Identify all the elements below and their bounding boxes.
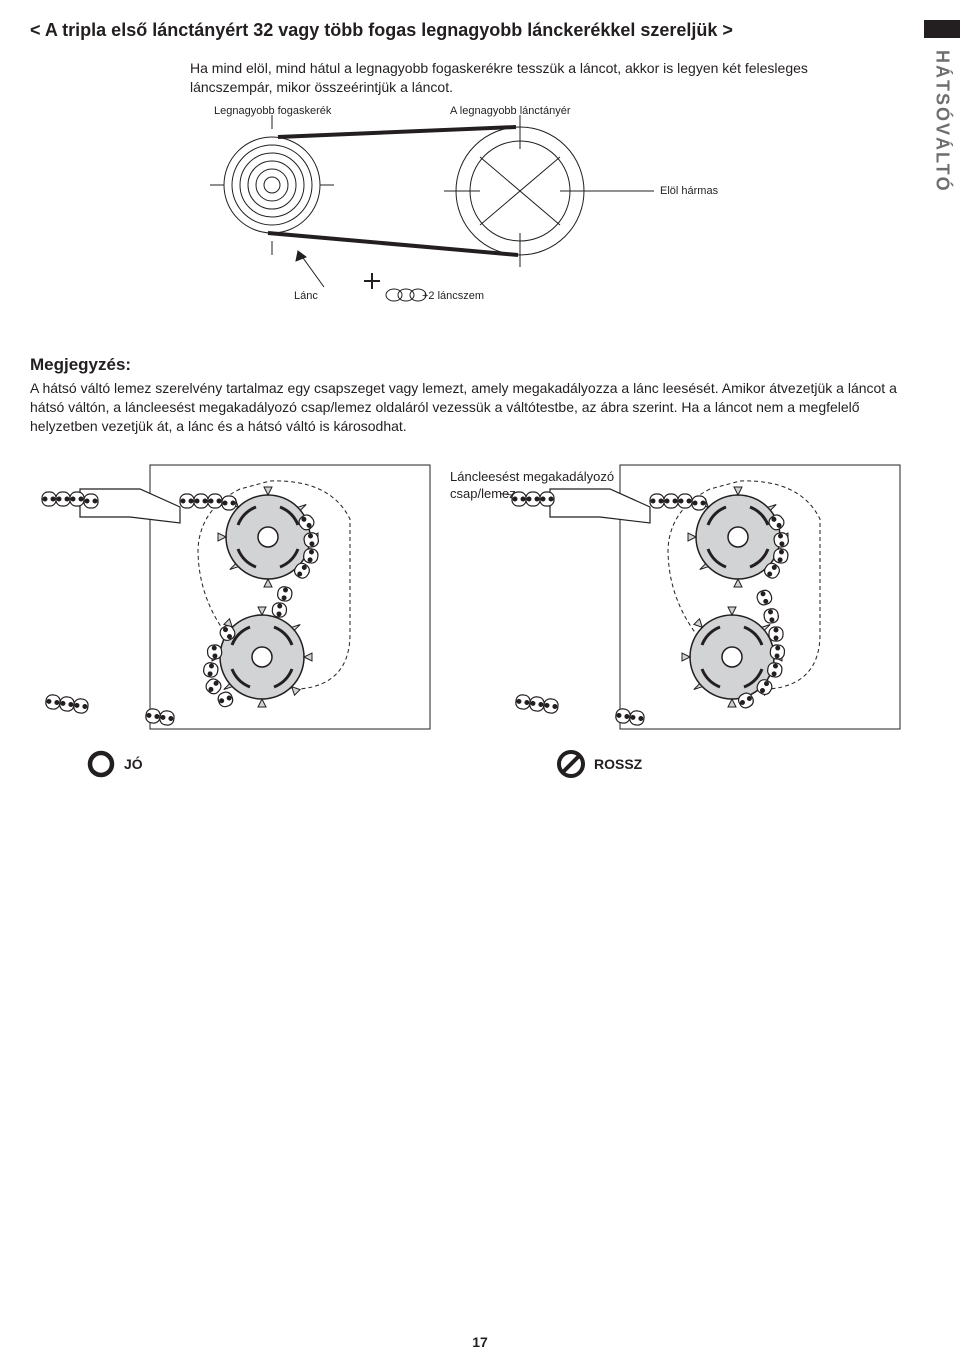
note-heading: Megjegyzés: bbox=[30, 355, 910, 375]
bad-label: ROSSZ bbox=[594, 756, 642, 772]
section-heading: < A tripla első lánctányért 32 vagy több… bbox=[30, 20, 910, 41]
label-largest-chainring: A legnagyobb lánctányér bbox=[450, 105, 570, 117]
derailleur-diagrams-row: Láncleesést megakadályozó csap/lemez bbox=[30, 459, 910, 779]
intro-text: Ha mind elöl, mind hátul a legnagyobb fo… bbox=[190, 59, 830, 97]
page-number: 17 bbox=[0, 1334, 960, 1350]
side-tab-marker bbox=[924, 20, 960, 38]
verdict-good: JÓ bbox=[86, 749, 440, 779]
chain-length-diagram: Legnagyobb fogaskerék A legnagyobb lánct… bbox=[190, 105, 830, 315]
label-largest-sprocket: Legnagyobb fogaskerék bbox=[214, 105, 331, 117]
label-plus2-links: +2 láncszem bbox=[422, 290, 484, 302]
bad-icon bbox=[556, 749, 586, 779]
chain-diagram-svg bbox=[190, 105, 830, 315]
good-icon bbox=[86, 749, 116, 779]
side-tab: HÁTSÓVÁLTÓ bbox=[924, 20, 960, 193]
label-chain: Lánc bbox=[294, 290, 318, 302]
side-tab-label: HÁTSÓVÁLTÓ bbox=[932, 38, 953, 193]
verdict-bad: ROSSZ bbox=[556, 749, 910, 779]
label-front-triple: Elöl hármas bbox=[660, 185, 718, 197]
note-body: A hátsó váltó lemez szerelvény tartalmaz… bbox=[30, 379, 910, 436]
diagram-bad: ROSSZ bbox=[500, 459, 910, 779]
diagram-good: JÓ bbox=[30, 459, 440, 779]
good-label: JÓ bbox=[124, 756, 143, 772]
